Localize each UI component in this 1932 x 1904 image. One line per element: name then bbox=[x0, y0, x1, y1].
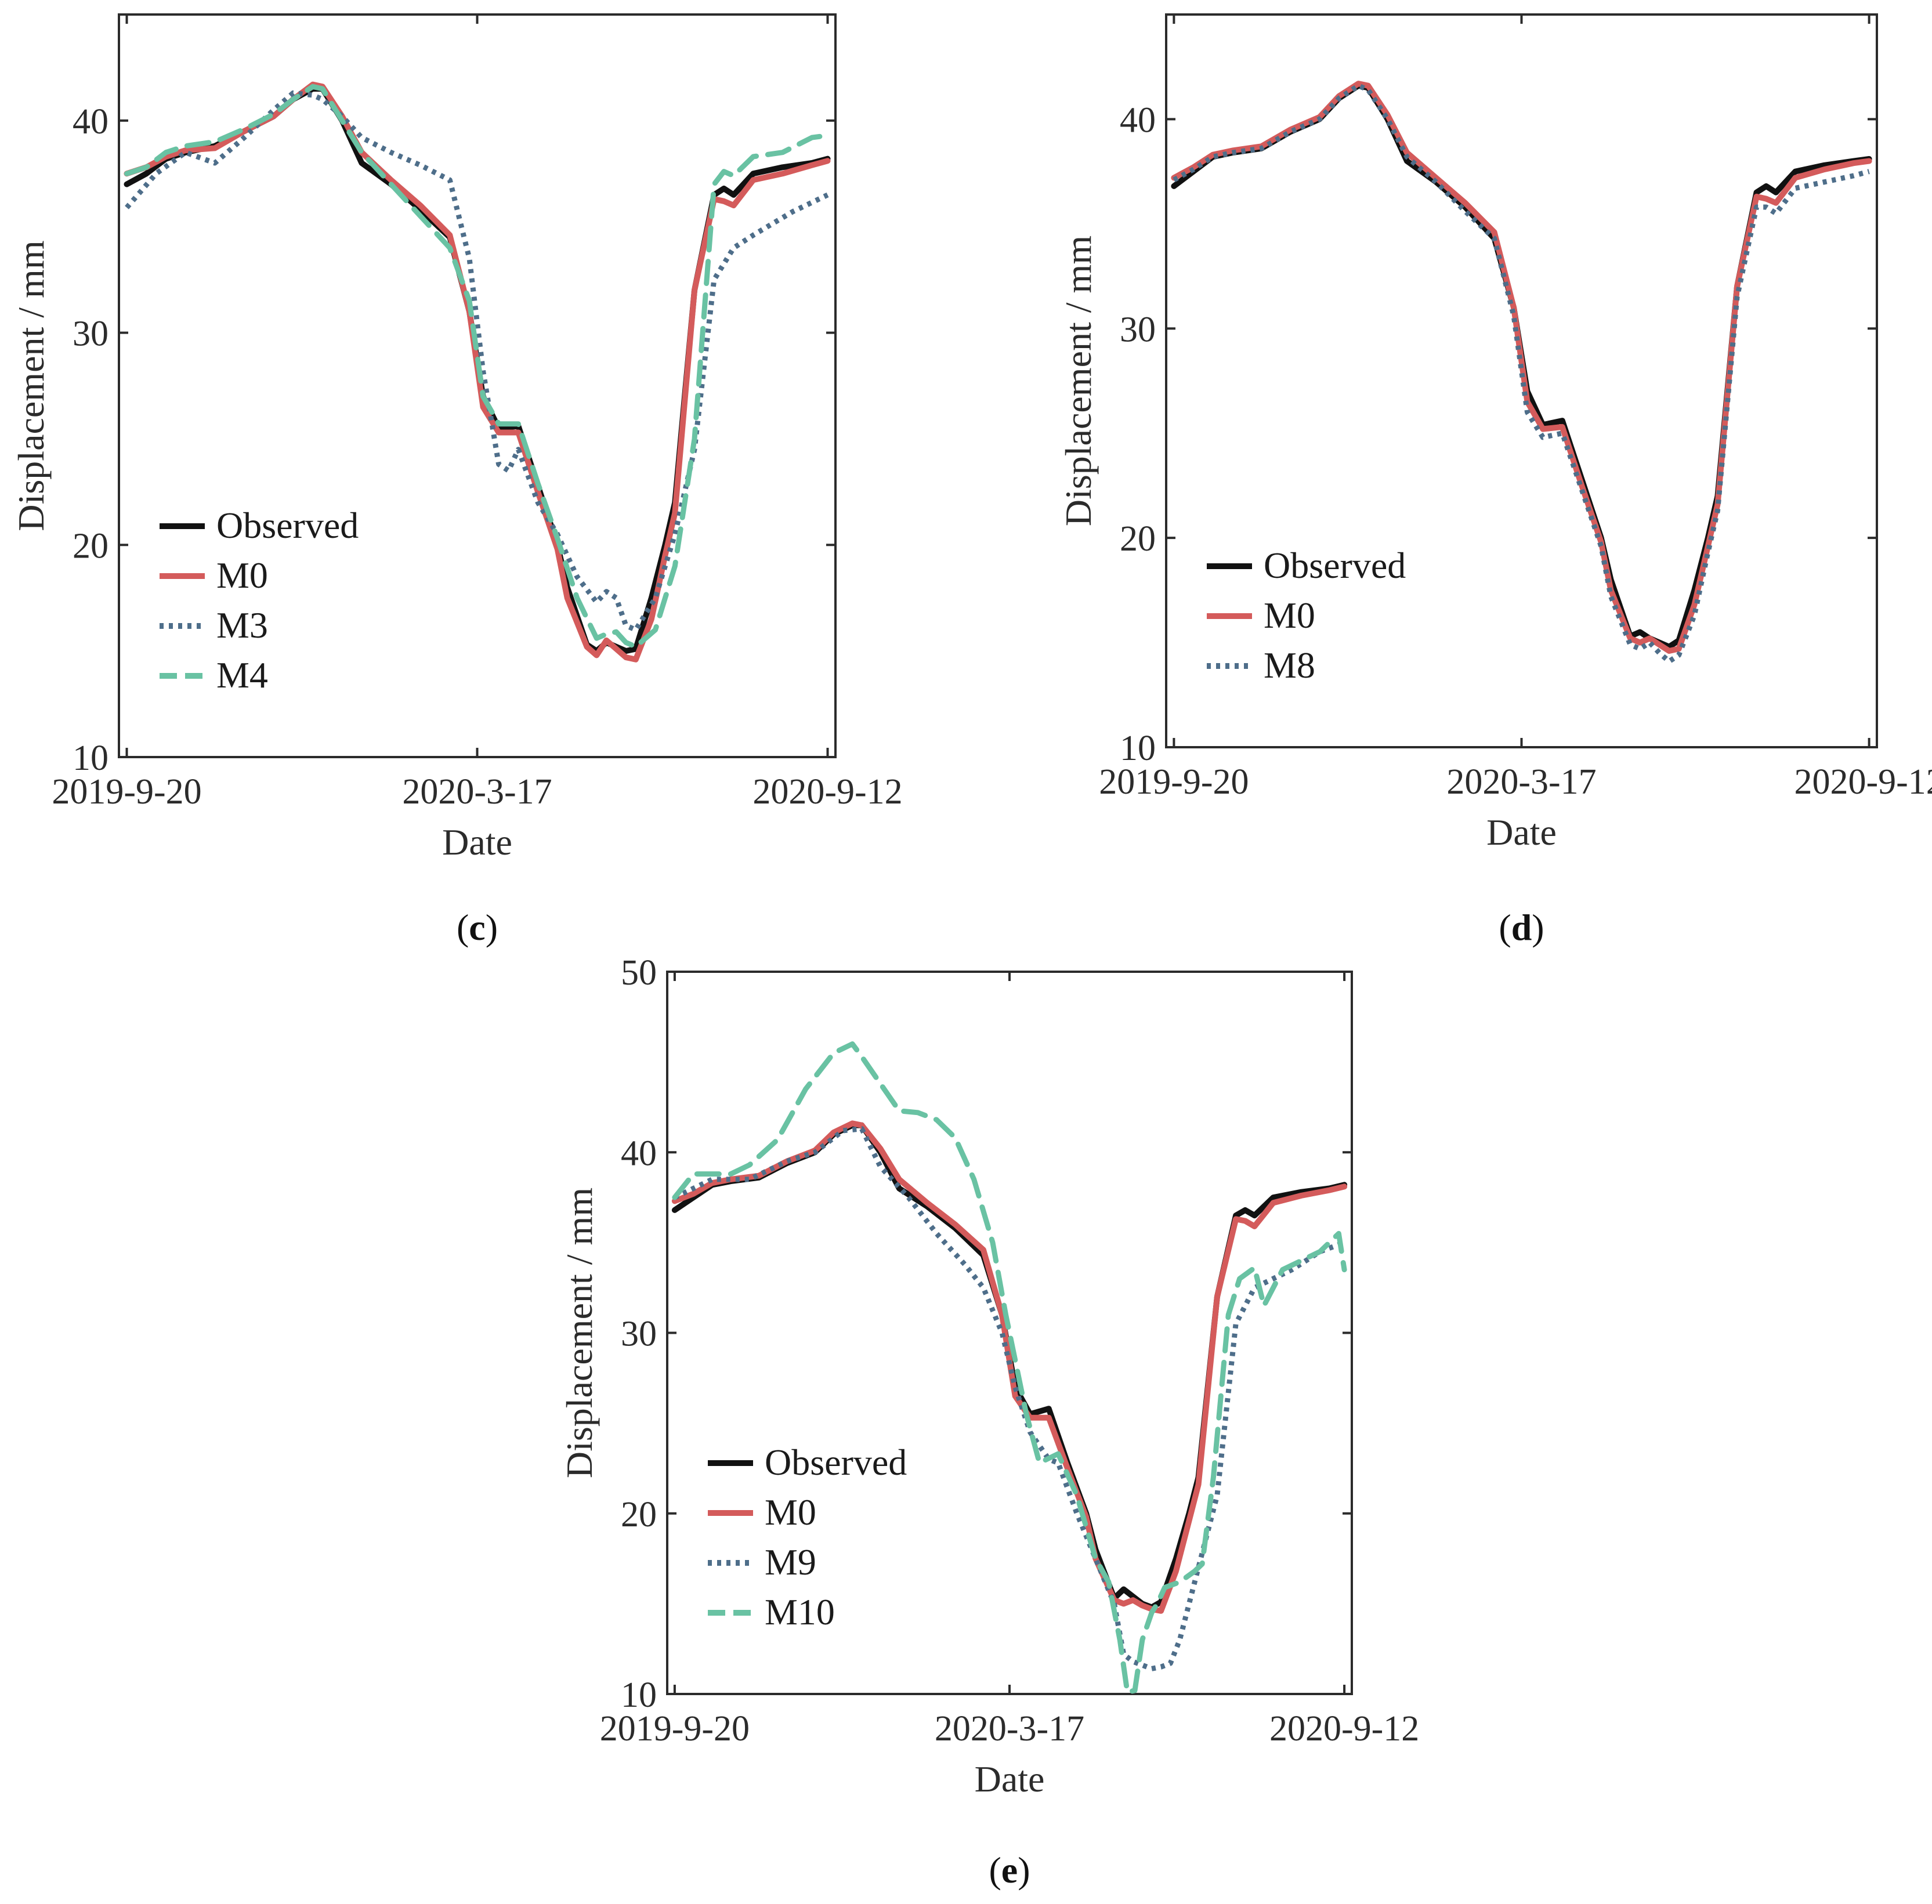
y-tick-label: 10 bbox=[1120, 729, 1156, 768]
panel-label: (d) bbox=[1499, 907, 1544, 948]
legend-label-observed: Observed bbox=[216, 505, 359, 546]
legend-label-observed: Observed bbox=[1264, 545, 1406, 586]
x-tick-label: 2020-9-12 bbox=[1269, 1709, 1419, 1749]
x-tick-label: 2020-9-12 bbox=[752, 772, 902, 812]
y-tick-label: 20 bbox=[621, 1495, 657, 1534]
panel-e: 10 20 30 40 50 2019-9-20 2020-3-17 2020-9-12 Dat… bbox=[559, 953, 1419, 1891]
y-tick-label: 40 bbox=[621, 1134, 657, 1173]
x-axis-label: Date bbox=[975, 1758, 1045, 1800]
y-tick-label: 50 bbox=[621, 953, 657, 993]
legend-label-m0: M0 bbox=[765, 1492, 816, 1533]
series-line-m0 bbox=[671, 1120, 1348, 1614]
x-tick-label: 2019-9-20 bbox=[52, 772, 201, 812]
x-tick-label: 2020-3-17 bbox=[1446, 762, 1596, 802]
y-tick-label: 10 bbox=[73, 739, 108, 778]
legend-label-m10: M10 bbox=[765, 1591, 835, 1632]
panel-label: (e) bbox=[989, 1849, 1030, 1891]
series-line-m8 bbox=[1173, 83, 1870, 664]
legend-label-m3: M3 bbox=[216, 604, 268, 646]
y-tick-label: 30 bbox=[73, 314, 108, 354]
y-tick-label: 40 bbox=[73, 102, 108, 142]
x-tick-label: 2019-9-20 bbox=[1099, 762, 1249, 802]
y-tick-label: 30 bbox=[621, 1315, 657, 1354]
plot-frame bbox=[666, 971, 1353, 1695]
series-line-m9 bbox=[673, 1126, 1345, 1671]
legend-label-m0: M0 bbox=[1264, 595, 1315, 636]
y-axis-label: Displacement / mm bbox=[559, 1188, 600, 1478]
legend-label-m0: M0 bbox=[216, 555, 268, 596]
y-axis-label: Displacement / mm bbox=[10, 240, 52, 531]
legend-label-m4: M4 bbox=[216, 654, 268, 696]
x-tick-label: 2020-9-12 bbox=[1794, 762, 1932, 802]
y-tick-label: 30 bbox=[1120, 310, 1156, 349]
legend-label-observed: Observed bbox=[765, 1442, 907, 1483]
panel-c: 10 20 30 40 2019-9-20 2020-3-17 2020-9-12 Date D… bbox=[10, 13, 903, 948]
x-tick-label: 2020-3-17 bbox=[935, 1709, 1084, 1749]
y-tick-label: 40 bbox=[1120, 100, 1156, 140]
y-tick-label: 20 bbox=[73, 526, 108, 566]
y-tick-label: 20 bbox=[1120, 519, 1156, 559]
panel-d: 10 20 30 40 2019-9-20 2020-3-17 2020-9-12 Date D… bbox=[1058, 13, 1932, 948]
series-line-m4 bbox=[124, 84, 830, 650]
y-axis-label: Displacement / mm bbox=[1058, 236, 1099, 526]
series-line-m3 bbox=[125, 90, 829, 633]
x-tick-label: 2019-9-20 bbox=[600, 1709, 750, 1749]
x-axis-label: Date bbox=[442, 821, 512, 863]
legend-label-m9: M9 bbox=[765, 1541, 816, 1583]
x-tick-label: 2020-3-17 bbox=[402, 772, 552, 812]
panel-label: (c) bbox=[457, 907, 498, 948]
legend-label-m8: M8 bbox=[1264, 645, 1315, 686]
y-tick-label: 10 bbox=[621, 1675, 657, 1715]
x-axis-label: Date bbox=[1486, 812, 1557, 853]
series-line-m10 bbox=[672, 1041, 1347, 1694]
